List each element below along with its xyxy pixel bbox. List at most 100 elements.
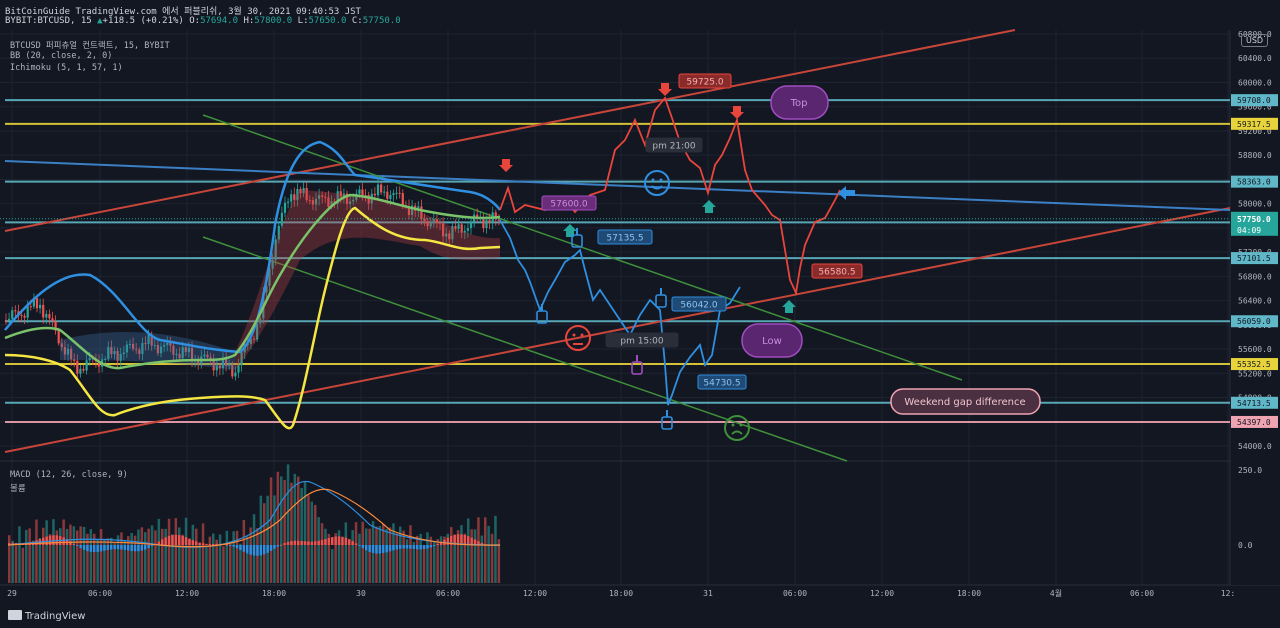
- green-channel-upper: [202, 114, 963, 381]
- macd-histogram-bar: [127, 545, 130, 551]
- dizzy-face-icon: [724, 415, 750, 441]
- candle-body: [60, 343, 63, 348]
- macd-histogram-bar: [147, 545, 150, 549]
- candle-body: [218, 365, 221, 369]
- candle-body: [150, 334, 153, 346]
- volume-bar: [249, 527, 252, 583]
- macd-histogram-bar: [242, 545, 246, 552]
- volume-bar: [31, 540, 35, 583]
- chart-title[interactable]: BTCUSD 퍼피츄얼 컨트랙트, 15, BYBIT: [10, 41, 170, 51]
- candle-body: [175, 353, 178, 355]
- candle-body: [497, 219, 500, 221]
- macd-histogram-bar: [382, 545, 385, 554]
- volume-bar: [395, 533, 399, 583]
- candle-body: [494, 212, 497, 220]
- bb-legend[interactable]: BB (20, close, 2, 0): [10, 51, 113, 61]
- candle-body: [345, 193, 349, 204]
- candle-body: [88, 358, 91, 361]
- tradingview-logo[interactable]: TradingView: [8, 610, 85, 622]
- high-value: 57800.0: [254, 16, 293, 26]
- volume-bar: [317, 517, 320, 583]
- macd-histogram-bar: [388, 545, 392, 552]
- candle-body: [352, 199, 355, 202]
- dizzy-face-icon-eye: [739, 423, 743, 427]
- macd-histogram-bar: [232, 545, 235, 547]
- macd-histogram-bar: [103, 545, 106, 551]
- volume-bar: [463, 533, 467, 583]
- macd-histogram-bar: [184, 537, 188, 545]
- macd-histogram-bar: [480, 542, 484, 545]
- volume-bar: [409, 525, 412, 583]
- level-price-label: 56059.0: [1237, 317, 1271, 326]
- candle-body: [113, 351, 116, 355]
- volume-bar: [201, 523, 205, 583]
- currency-button[interactable]: USD: [1241, 34, 1269, 47]
- candle-body: [190, 347, 194, 361]
- macd-histogram-bar: [99, 545, 103, 552]
- volume-legend[interactable]: 볼륨: [10, 484, 26, 494]
- volume-bar: [487, 525, 490, 583]
- macd-histogram-bar: [467, 536, 470, 545]
- candle-body: [166, 342, 169, 345]
- volume-bar: [331, 549, 334, 583]
- macd-legend[interactable]: MACD (12, 26, close, 9): [10, 470, 128, 480]
- volume-bar: [344, 522, 348, 583]
- change-arrow-icon: ▲: [97, 16, 103, 26]
- volume-bar: [140, 527, 144, 583]
- candle-body: [268, 268, 271, 286]
- y-tick-label: 55200.0: [1238, 369, 1272, 378]
- volume-bar: [110, 537, 113, 583]
- volume-bar: [164, 528, 167, 583]
- volume-bar: [21, 547, 25, 583]
- candle-body: [184, 347, 187, 353]
- candle-body: [358, 189, 361, 194]
- candle-body: [29, 306, 32, 308]
- macd-histogram-bar: [303, 541, 307, 545]
- candle-body: [237, 365, 240, 373]
- callout-56580-box: [811, 263, 863, 279]
- symbol-label[interactable]: BYBIT:BTCUSD, 15: [5, 16, 92, 26]
- macd-histogram-bar: [307, 541, 310, 545]
- ichimoku-legend[interactable]: Ichimoku (5, 1, 57, 1): [10, 63, 123, 73]
- macd-histogram-bar: [392, 545, 395, 551]
- volume-bar: [460, 525, 463, 583]
- volume-bar: [215, 539, 218, 583]
- candle-body: [234, 372, 237, 377]
- time-note-pm-21: pm 21:00: [652, 142, 696, 152]
- candle-body: [63, 347, 66, 355]
- volume-bar: [198, 543, 201, 583]
- volume-bar: [426, 532, 429, 583]
- macd-histogram-bar: [436, 543, 439, 545]
- candle-body: [76, 360, 79, 374]
- macd-histogram-bar: [456, 534, 460, 545]
- weekend-gap-box: [890, 388, 1041, 415]
- volume-bar: [59, 528, 62, 583]
- level-price-tag: [1231, 415, 1278, 428]
- bollinger-lower-band: [4, 206, 501, 430]
- macd-histogram-bar: [371, 545, 375, 554]
- candle-body: [70, 348, 73, 360]
- candle-body: [460, 224, 463, 233]
- macd-histogram-bar: [405, 545, 409, 549]
- candle-body: [122, 352, 125, 355]
- volume-bar: [392, 523, 395, 583]
- macd-histogram-bar: [409, 545, 412, 549]
- macd-histogram-bar: [174, 534, 178, 545]
- level-price-label: 59317.5: [1237, 120, 1271, 129]
- macd-histogram-bar: [225, 544, 229, 546]
- macd-histogram-bar: [416, 545, 419, 550]
- sell-arrow-icon: [499, 159, 513, 172]
- candle-body: [426, 221, 429, 227]
- macd-histogram-bar: [195, 541, 198, 545]
- volume-bar: [443, 536, 446, 583]
- candle-body: [280, 212, 283, 226]
- level-price-tag: [1231, 175, 1278, 188]
- candle-body: [26, 306, 29, 318]
- callout-56042-box: [671, 296, 727, 312]
- candle-body: [407, 206, 411, 216]
- candle-body: [128, 344, 132, 346]
- candle-body: [23, 315, 26, 318]
- x-tick-label: 06:00: [436, 589, 460, 598]
- sell-arrow-icon: [730, 106, 744, 119]
